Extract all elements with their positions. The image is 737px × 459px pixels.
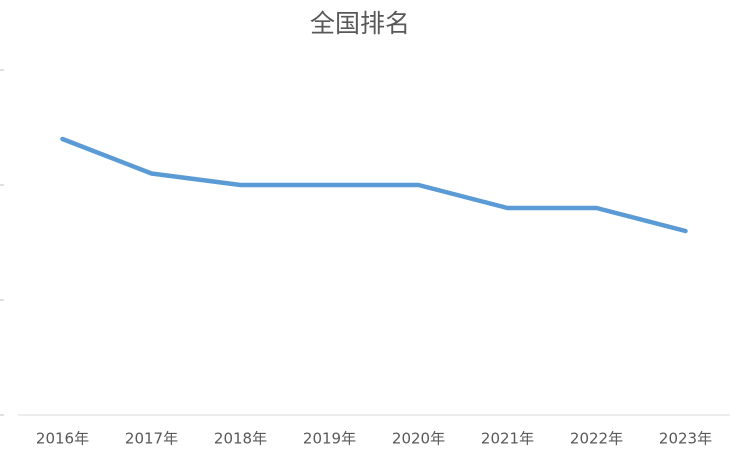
x-tick-label: 2019年 — [303, 430, 356, 448]
x-tick-label: 2022年 — [570, 430, 623, 448]
chart-title: 全国排名 — [310, 9, 410, 38]
x-tick-label: 2023年 — [659, 430, 712, 448]
data-line — [60, 136, 688, 234]
x-tick-label: 2016年 — [36, 430, 89, 448]
x-tick-label: 2018年 — [214, 430, 267, 448]
x-tick-label: 2020年 — [392, 430, 445, 448]
x-tick-label: 2017年 — [125, 430, 178, 448]
x-tick-label: 2021年 — [481, 430, 534, 448]
